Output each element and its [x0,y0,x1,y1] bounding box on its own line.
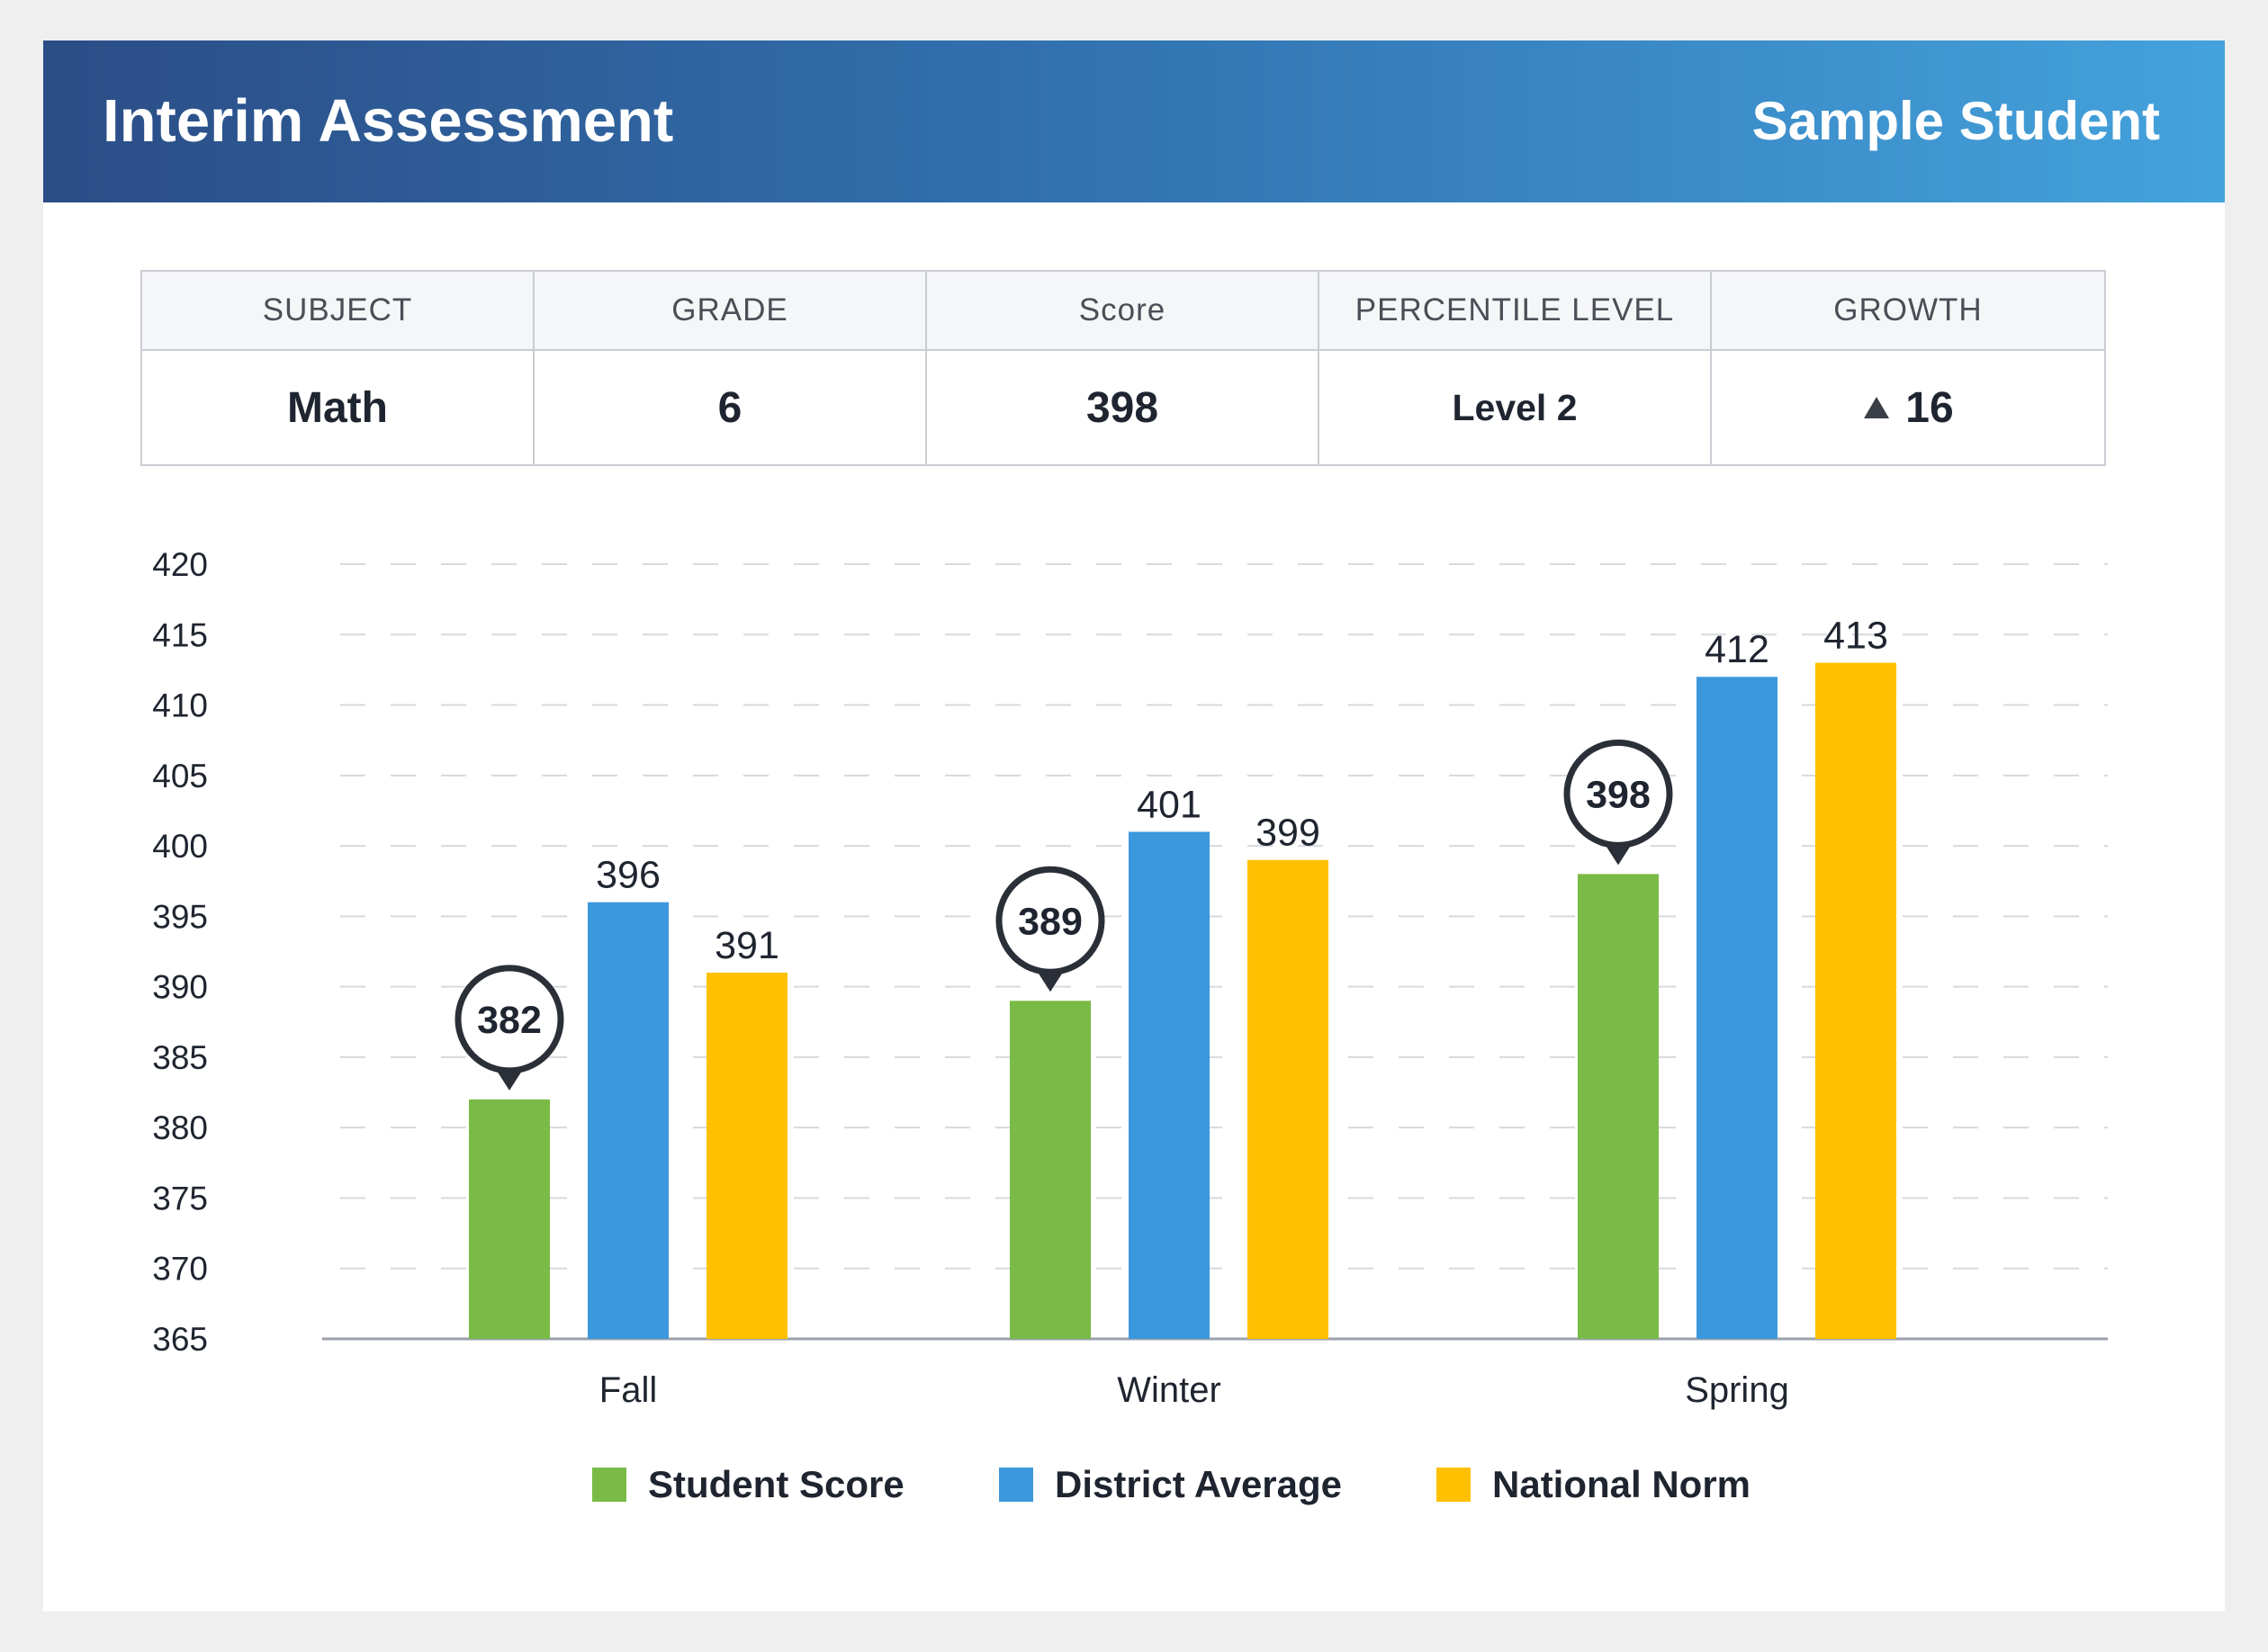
y-tick-365: 365 [152,1321,208,1358]
summary-table: SUBJECT GRADE Score PERCENTILE LEVEL GRO… [140,270,2106,466]
summary-growth-cell: 16 [1712,351,2104,464]
summary-grade-value: 6 [535,351,927,464]
summary-header-grade: GRADE [535,272,927,351]
bar-district-average-fall [588,902,669,1339]
student-score-callout-fall: 382 [454,965,564,1091]
summary-header-growth: GROWTH [1712,272,2104,351]
bar-district-average-spring [1696,677,1778,1339]
y-tick-415: 415 [152,616,208,653]
callout-circle [454,965,564,1074]
data-label-national-norm-winter: 399 [1256,812,1320,855]
legend-swatch-district [999,1468,1033,1502]
data-label-district-average-spring: 412 [1705,628,1769,671]
summary-score-value: 398 [927,351,1319,464]
student-score-callout-winter: 389 [995,866,1105,992]
bar-student-score-fall [469,1099,550,1339]
legend-swatch-national [1436,1468,1471,1502]
bar-student-score-spring [1578,874,1659,1339]
x-tick-winter: Winter [1117,1370,1221,1410]
y-tick-395: 395 [152,898,208,935]
legend-item-student-score: Student Score [592,1458,904,1512]
score-bar-chart: 365 370 375 380 385 390 395 400 405 410 415 420 Fall… [152,546,2108,1410]
report-header: Interim Assessment Sample Student [43,40,2225,202]
report-card: Interim Assessment Sample Student SUBJEC… [43,40,2225,1612]
legend-label-national: National Norm [1492,1463,1751,1505]
summary-header-score: Score [927,272,1319,351]
data-label-district-average-winter: 401 [1137,783,1202,826]
legend-swatch-student [592,1468,626,1502]
data-label-district-average-fall: 396 [596,854,661,897]
bar-student-score-winter [1010,1001,1091,1339]
summary-header-percentile: PERCENTILE LEVEL [1319,272,1712,351]
legend-item-district-average: District Average [999,1458,1342,1512]
bar-national-norm-fall [706,972,788,1339]
data-label-student-score-spring: 398 [1586,773,1651,816]
summary-percentile-value: Level 2 [1319,351,1712,464]
student-score-callout-spring: 398 [1563,739,1673,866]
y-tick-410: 410 [152,687,208,724]
y-tick-380: 380 [152,1109,208,1146]
y-tick-400: 400 [152,828,208,865]
summary-subject-value: Math [142,351,535,464]
summary-header-subject: SUBJECT [142,272,535,351]
legend-label-student: Student Score [648,1463,904,1505]
data-label-student-score-fall: 382 [477,999,542,1042]
legend-item-national-norm: National Norm [1436,1458,1750,1512]
student-name: Sample Student [1751,91,2160,151]
y-tick-385: 385 [152,1039,208,1076]
y-tick-405: 405 [152,758,208,795]
y-tick-375: 375 [152,1180,208,1217]
bar-district-average-winter [1129,831,1210,1339]
data-label-national-norm-fall: 391 [715,924,779,967]
callout-circle [995,866,1105,975]
callout-circle [1563,739,1673,848]
bar-national-norm-spring [1815,662,1896,1339]
data-label-national-norm-spring: 413 [1823,615,1888,658]
summary-growth-value: 16 [1905,383,1954,432]
bar-national-norm-winter [1247,859,1328,1339]
data-label-student-score-winter: 389 [1018,900,1083,943]
x-tick-fall: Fall [599,1370,657,1410]
triangle-up-icon [1864,397,1890,418]
legend-label-district: District Average [1055,1463,1343,1505]
chart-legend: Student Score District Average National … [43,1458,2225,1512]
report-title: Interim Assessment [103,87,674,155]
y-tick-420: 420 [152,546,208,583]
x-tick-spring: Spring [1685,1370,1789,1410]
y-tick-370: 370 [152,1251,208,1288]
y-tick-390: 390 [152,969,208,1006]
